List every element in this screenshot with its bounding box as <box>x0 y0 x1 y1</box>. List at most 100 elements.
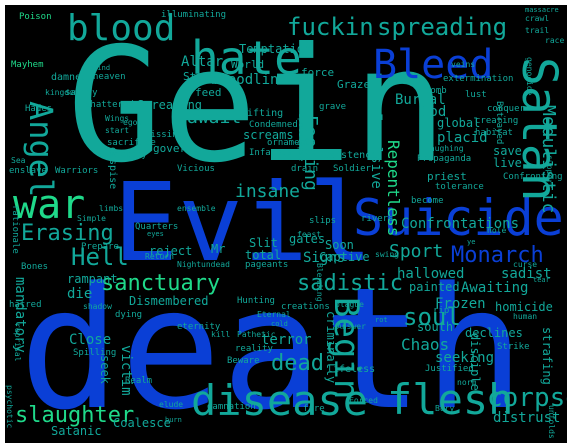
word-insane: insane <box>235 181 301 202</box>
word-spreading: spreading <box>377 13 508 41</box>
word-creating: creating <box>475 116 519 126</box>
word-egos: egos <box>123 118 143 127</box>
word-damnation: damnation <box>207 402 256 412</box>
word-strike: Strike <box>497 342 530 352</box>
word-monarch: Monarch <box>451 243 544 268</box>
word-drain: drain <box>291 164 319 174</box>
word-signs: Signs <box>303 250 346 266</box>
word-simple: Simple <box>77 214 106 223</box>
word-south: south <box>417 320 454 334</box>
word-erasing: Erasing <box>21 221 114 246</box>
word-wings: Wings <box>105 114 130 123</box>
word-governs: governs <box>153 142 200 155</box>
word-reject: reject <box>149 244 193 258</box>
word-answer: Answer <box>337 322 366 331</box>
word-suicide: Suicide <box>353 189 564 247</box>
word-fire: fire <box>303 404 325 414</box>
word-save: save <box>493 144 522 158</box>
word-race: race <box>545 36 565 45</box>
word-homicide: homicide <box>495 300 553 314</box>
word-eyes: eyes <box>147 230 164 238</box>
word-step: Step <box>183 70 210 83</box>
word-propaganda: Propaganda <box>417 154 472 164</box>
word-gein: Gein <box>67 14 448 198</box>
word-extermination: extermination <box>443 74 514 84</box>
word-reality: reality <box>235 344 273 354</box>
word-slaughter: slaughter <box>15 403 135 428</box>
word-conquer: conquer <box>487 104 525 114</box>
word-hole: hole <box>487 226 507 235</box>
word-plague: plague <box>335 300 364 309</box>
word-war: war <box>13 182 86 228</box>
word-condemned: Condemned <box>249 120 298 130</box>
word-realm: Realm <box>125 376 153 386</box>
word-dying: dying <box>115 310 143 320</box>
word-tolerance: tolerance <box>435 182 484 192</box>
word-victim: victim <box>118 345 134 396</box>
word-global: global <box>437 116 481 130</box>
word-painted: painted <box>409 280 460 294</box>
word-soldier: Soldier <box>333 164 371 174</box>
word-cloud: Gein death Evil Suicide hate blood Bleed… <box>5 5 567 443</box>
word-return: Return <box>145 252 174 261</box>
word-sanctuary: sanctuary <box>101 271 221 296</box>
word-confrontations: Confrontations <box>401 216 520 232</box>
word-justified: Justified <box>425 364 474 374</box>
word-become: become <box>411 196 444 206</box>
word-swing: swing <box>375 250 400 259</box>
word-coalesce: Coalesce <box>113 416 171 430</box>
word-slips: slips <box>309 216 337 226</box>
word-total: total <box>245 248 282 262</box>
word-awaiting: Awaiting <box>461 280 529 296</box>
word-slit: Slit <box>249 236 278 250</box>
word-feed: feed <box>195 86 222 99</box>
word-hate: hate <box>191 31 302 85</box>
word-sacrifice: sacrifice <box>107 138 156 148</box>
word-human: human <box>513 312 538 321</box>
word-ye: ye <box>467 238 476 246</box>
word-kill: kill <box>211 330 231 339</box>
word-frozen: Frozen <box>435 296 486 312</box>
word-distrust: distrust <box>493 410 561 426</box>
word-chaos: Chaos <box>401 335 450 354</box>
word-start: start <box>105 126 130 135</box>
word-bloodline: bloodline <box>211 72 287 88</box>
word-norm: norm <box>457 378 477 387</box>
word-rationale: rationale <box>10 205 20 254</box>
word-blind: blind <box>89 64 111 72</box>
word-unfolds: unfolds <box>547 405 556 439</box>
word-rivers: rivers <box>361 214 394 224</box>
word-close: Close <box>69 332 112 348</box>
word-laughing: Laughing <box>425 144 464 153</box>
word-evil: Evil <box>113 161 374 286</box>
word-enslave: enslave <box>9 166 47 176</box>
word-hallowed: hallowed <box>397 266 465 282</box>
word-altar: Altar <box>181 54 224 70</box>
word-confronting: Confronting <box>503 172 563 182</box>
word-dismembered: Dismembered <box>129 294 209 308</box>
word-pageants: pageants <box>245 260 289 270</box>
word-tear: tear <box>533 276 550 284</box>
word-forced: Forced <box>349 396 378 405</box>
word-captive: Captive <box>319 250 370 264</box>
word-damned: damned <box>51 72 88 83</box>
word-satanic: Satanic <box>51 424 102 438</box>
word-disease: disease <box>191 376 369 425</box>
word-support: support <box>545 155 554 189</box>
word-cold: cold <box>271 320 288 328</box>
word-limbs: limbs <box>99 204 124 213</box>
word-lifeless: lifeless <box>327 364 376 375</box>
word-rampant: rampant <box>67 272 118 286</box>
word-elude: elude <box>159 400 184 409</box>
word-bleed: Bleed <box>373 42 494 88</box>
word-temptation: Temptation <box>239 42 312 56</box>
word-placid: placid <box>437 130 488 146</box>
word-spilling: Spilling <box>73 348 117 358</box>
word-dead: dead <box>271 351 324 376</box>
word-hunting: Hunting <box>237 296 275 306</box>
word-curse: curse <box>513 260 538 269</box>
word-habitat: habitat <box>475 128 513 138</box>
word-angel: Angel <box>22 101 60 198</box>
word-soon: Soon <box>325 238 354 252</box>
word-blood: blood <box>67 8 176 49</box>
